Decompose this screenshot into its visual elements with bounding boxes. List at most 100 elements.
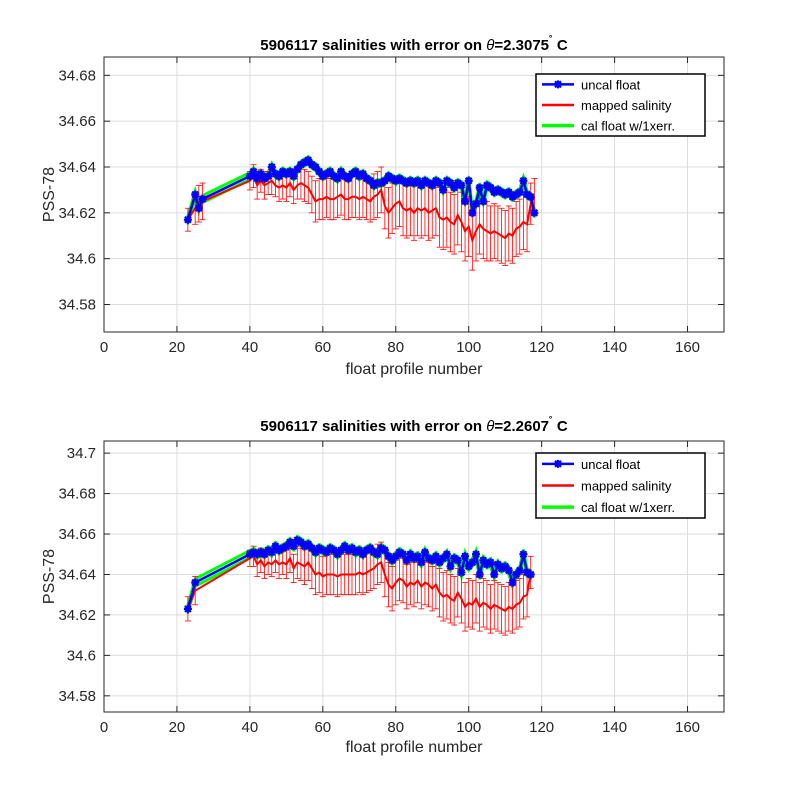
uncal-float-marker [253, 550, 262, 559]
chart-title-unit: C [553, 37, 568, 54]
legend-marker-star [554, 80, 562, 89]
uncal-float-marker [377, 544, 386, 553]
x-tick-label: 120 [529, 339, 554, 356]
y-axis-label: PSS-78 [41, 167, 58, 222]
legend-label: mapped salinity [581, 98, 672, 113]
x-tick-label: 60 [314, 339, 331, 356]
uncal-float-marker [523, 568, 532, 577]
uncal-float-marker [435, 558, 444, 567]
chart-2: 0 20 40 60 80 100 120 140 160 34.58 34.6 34.62 34.64… [41, 416, 725, 756]
uncal-float-marker [446, 562, 455, 571]
uncal-float-marker [333, 174, 342, 183]
uncal-float-marker [417, 181, 426, 190]
uncal-float-marker [504, 188, 513, 197]
uncal-float-marker [384, 552, 393, 561]
uncal-float-marker [402, 556, 411, 565]
uncal-float-marker [515, 188, 524, 197]
uncal-float-marker [326, 167, 335, 176]
x-tick-label: 120 [529, 719, 554, 736]
legend: uncal float mapped salinity cal float w/1x… [535, 452, 706, 519]
uncal-float-marker [249, 548, 258, 557]
legend-label: uncal float [581, 457, 641, 472]
y-tick-label: 34.62 [58, 607, 96, 624]
uncal-float-marker [493, 560, 502, 569]
y-axis-label: PSS-78 [41, 549, 58, 604]
uncal-float-marker [461, 552, 470, 561]
uncal-float-marker [344, 174, 353, 183]
uncal-float-marker [245, 550, 254, 559]
uncal-float-marker [450, 183, 459, 192]
uncal-float-marker [420, 548, 429, 557]
chart-title-theta: θ [486, 418, 494, 435]
x-tick-label: 0 [100, 719, 108, 736]
uncal-float-marker [410, 554, 418, 563]
x-tick-label: 160 [675, 339, 700, 356]
uncal-float-marker [267, 163, 276, 171]
uncal-float-marker [300, 542, 309, 551]
uncal-float-marker [472, 199, 480, 208]
uncal-float-marker [260, 550, 269, 559]
uncal-float-marker [351, 167, 360, 176]
uncal-float-marker [245, 172, 254, 181]
uncal-float-marker [380, 176, 389, 185]
uncal-float-marker [198, 195, 207, 204]
uncal-float-marker [468, 208, 477, 217]
uncal-float-marker [373, 550, 382, 559]
x-axis-label: float profile number [346, 361, 484, 378]
x-tick-label: 0 [100, 339, 108, 356]
uncal-float-marker [450, 554, 459, 563]
mapped-salinity-line [187, 174, 536, 244]
uncal-float-marker [515, 566, 524, 575]
y-tick-label: 34.62 [58, 205, 96, 222]
uncal-float-marker [307, 544, 316, 553]
x-axis-label: float profile number [346, 739, 484, 756]
x-tick-label: 100 [456, 719, 481, 736]
uncal-float-marker [428, 556, 437, 565]
axes-box [103, 440, 725, 713]
uncal-float-marker [315, 167, 324, 176]
chart-title-unit: C [553, 418, 568, 435]
uncal-float-marker [453, 556, 462, 565]
x-tick-label: 40 [242, 719, 259, 736]
uncal-float-marker [395, 548, 404, 557]
uncal-float-marker [428, 181, 437, 190]
uncal-float-marker [348, 544, 356, 553]
uncal-float-marker [355, 546, 364, 555]
uncal-float-marker [340, 542, 349, 551]
uncal-float-marker [475, 570, 484, 579]
uncal-float-marker [333, 550, 342, 559]
y-tick-label: 34.58 [58, 688, 96, 705]
uncal-float-marker [526, 570, 535, 579]
chart-title: 5906117 salinities with error on θ=2.260… [260, 416, 568, 435]
x-tick-label: 40 [242, 339, 259, 356]
uncal-float-marker [482, 560, 491, 569]
y-tick-label: 34.58 [58, 297, 96, 314]
uncal-float-marker [526, 192, 535, 201]
uncal-float-marker [479, 556, 488, 565]
mapped-salinity-line [186, 554, 532, 613]
uncal-float-marker [508, 578, 517, 587]
y-tick-label: 34.68 [58, 67, 96, 84]
uncal-float-marker [191, 578, 200, 587]
uncal-float-marker [358, 169, 367, 178]
y-tick-label: 34.64 [58, 159, 96, 176]
uncal-float-marker [442, 550, 451, 559]
x-tick-label: 140 [602, 339, 627, 356]
y-tick-label: 34.6 [67, 251, 96, 268]
uncal-float-marker [530, 208, 539, 217]
uncal-float-marker [446, 179, 455, 188]
uncal-float-marker [464, 176, 473, 185]
chart-title-degree: ˚ [549, 35, 553, 47]
uncal-float-marker [435, 179, 444, 188]
uncal-float-marker [391, 552, 400, 561]
uncal-float-marker [315, 544, 324, 553]
legend-label: uncal float [581, 77, 641, 92]
uncal-float-marker [417, 558, 426, 567]
uncal-float-marker [271, 542, 280, 551]
x-tick-label: 140 [602, 719, 627, 736]
uncal-float-marker [486, 558, 495, 567]
uncal-float-marker [275, 172, 284, 181]
uncal-float-marker [424, 554, 433, 563]
uncal-float-marker [311, 548, 320, 557]
